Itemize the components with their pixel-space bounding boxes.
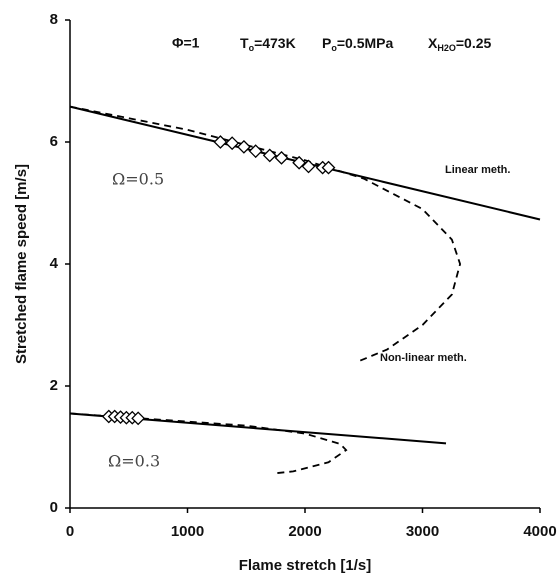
nonlinear-curve — [69, 412, 348, 475]
diamond-marker — [301, 159, 316, 174]
x-tick-label: 0 — [66, 523, 74, 540]
omega-label: Ω=0.3 — [108, 452, 160, 471]
y-tick-label: 0 — [50, 499, 58, 516]
condition-symbol: X — [428, 35, 438, 51]
condition: To=473K — [240, 35, 296, 54]
condition-subscript: H2O — [437, 43, 456, 53]
diamond-marker — [321, 160, 336, 175]
y-tick-label: 6 — [50, 133, 58, 150]
diamond-marker — [262, 148, 277, 163]
condition-subscript: o — [249, 43, 255, 53]
diamond-marker — [248, 144, 263, 159]
diamond-marker — [213, 135, 228, 149]
condition-subscript: o — [331, 43, 337, 53]
x-tick-label: 1000 — [171, 523, 204, 540]
condition: Po=0.5MPa — [322, 35, 393, 54]
y-tick-label: 2 — [50, 377, 58, 394]
y-tick-label: 4 — [50, 255, 59, 272]
nonlinear-curve — [69, 105, 462, 363]
diamond-marker — [292, 155, 307, 170]
condition-phi: Φ=1 — [172, 35, 200, 51]
diamond-marker — [236, 139, 251, 154]
x-tick-label: 2000 — [288, 523, 321, 540]
diamond-marker — [131, 411, 146, 426]
condition-symbol: T — [240, 35, 249, 51]
condition-symbol: P — [322, 35, 331, 51]
y-axis-label: Stretched flame speed [m/s] — [13, 164, 30, 364]
curve-label: Non-linear meth. — [380, 352, 467, 364]
condition: XH2O=0.25 — [428, 35, 491, 54]
omega-label: Ω=0.5 — [112, 170, 164, 189]
y-tick-label: 8 — [50, 11, 58, 28]
condition-value: =473K — [254, 35, 296, 51]
condition-value: =0.25 — [456, 35, 492, 51]
diamond-marker — [274, 150, 289, 165]
curve-label: Linear meth. — [445, 164, 510, 176]
condition-value: =0.5MPa — [337, 35, 394, 51]
x-axis-label: Flame stretch [1/s] — [239, 557, 372, 574]
x-tick-label: 3000 — [406, 523, 439, 540]
x-tick-label: 4000 — [523, 523, 556, 540]
diamond-marker — [225, 136, 240, 151]
